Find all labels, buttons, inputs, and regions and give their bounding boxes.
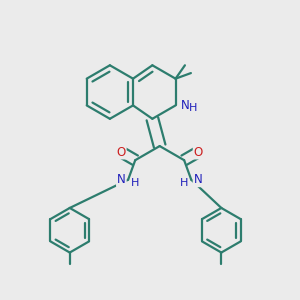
Text: O: O — [116, 146, 126, 158]
Text: H: H — [131, 178, 140, 188]
Text: N: N — [117, 173, 126, 186]
Text: N: N — [194, 173, 202, 186]
Text: N: N — [181, 99, 190, 112]
Text: H: H — [180, 178, 188, 188]
Text: O: O — [194, 146, 203, 158]
Text: H: H — [189, 103, 198, 113]
